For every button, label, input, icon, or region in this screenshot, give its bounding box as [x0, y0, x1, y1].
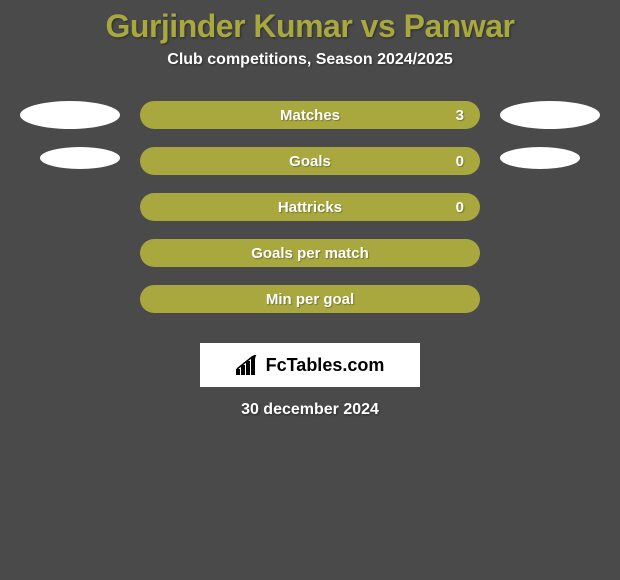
stat-value: 0: [456, 153, 464, 170]
stat-label: Goals per match: [251, 245, 369, 262]
stat-row-goals: Goals 0: [0, 147, 620, 175]
stat-row-matches: Matches 3: [0, 101, 620, 129]
spacer: [500, 239, 600, 267]
right-ellipse-icon: [500, 147, 580, 169]
stat-bar: Hattricks 0: [140, 193, 480, 221]
stat-row-hattricks: Hattricks 0: [0, 193, 620, 221]
stat-row-gpm: Goals per match: [0, 239, 620, 267]
brand-box: FcTables.com: [200, 343, 420, 387]
spacer: [500, 285, 600, 313]
stat-label: Goals: [289, 153, 331, 170]
brand-name: FcTables.com: [266, 355, 385, 376]
stat-bar: Goals 0: [140, 147, 480, 175]
stat-bar: Matches 3: [140, 101, 480, 129]
stat-value: 3: [456, 107, 464, 124]
stat-row-mpg: Min per goal: [0, 285, 620, 313]
stat-label: Min per goal: [266, 291, 354, 308]
stat-bar: Min per goal: [140, 285, 480, 313]
spacer: [20, 147, 120, 175]
spacer: [500, 193, 600, 221]
date-text: 30 december 2024: [241, 401, 379, 419]
signal-icon: [236, 355, 260, 375]
spacer: [20, 193, 120, 221]
spacer: [20, 285, 120, 313]
page-title: Gurjinder Kumar vs Panwar: [106, 8, 515, 45]
spacer: [500, 147, 600, 175]
right-ellipse-icon: [500, 101, 600, 129]
stat-value: 0: [456, 199, 464, 216]
stat-label: Hattricks: [278, 199, 342, 216]
left-ellipse-icon: [40, 147, 120, 169]
page-subtitle: Club competitions, Season 2024/2025: [167, 51, 452, 69]
spacer: [20, 239, 120, 267]
stat-bar: Goals per match: [140, 239, 480, 267]
main-container: Gurjinder Kumar vs Panwar Club competiti…: [0, 0, 620, 419]
stat-label: Matches: [280, 107, 340, 124]
left-ellipse-icon: [20, 101, 120, 129]
